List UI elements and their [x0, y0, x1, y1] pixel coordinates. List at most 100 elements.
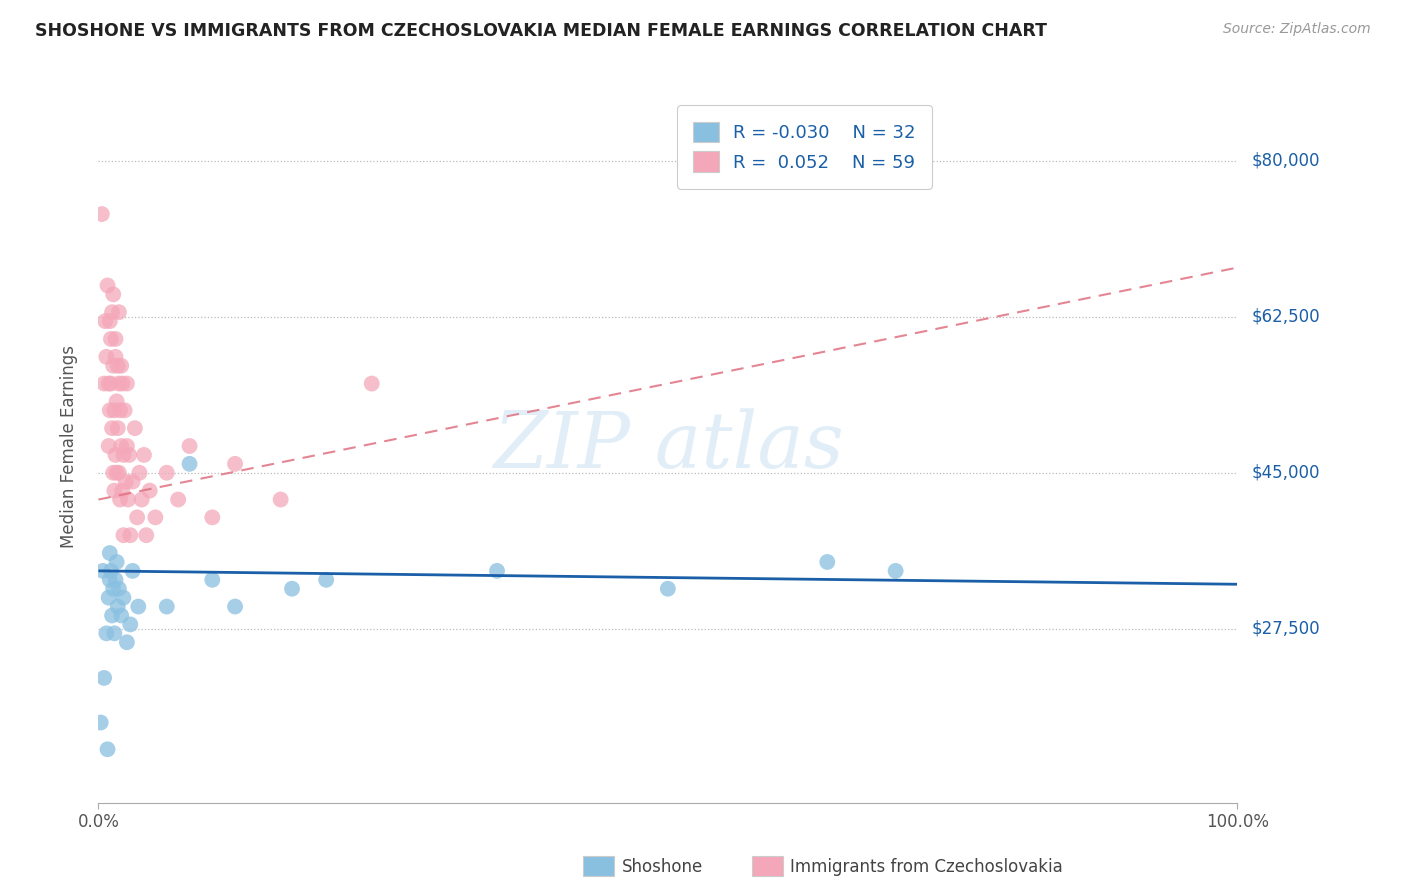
Point	[98, 314, 121, 328]
Text: Source: ZipAtlas.com: Source: ZipAtlas.com	[1223, 22, 1371, 37]
Point	[101, 421, 124, 435]
Point	[121, 564, 143, 578]
Point	[105, 394, 128, 409]
Point	[201, 510, 224, 524]
Point	[105, 555, 128, 569]
Point	[97, 376, 120, 391]
Point	[110, 359, 132, 373]
Point	[108, 466, 131, 480]
Text: ZIP atlas: ZIP atlas	[492, 408, 844, 484]
Point	[100, 376, 122, 391]
Point	[108, 403, 131, 417]
Point	[100, 332, 122, 346]
Legend: R = -0.030    N = 32, R =  0.052    N = 59: R = -0.030 N = 32, R = 0.052 N = 59	[678, 105, 932, 188]
Point	[112, 448, 135, 462]
Point	[101, 305, 124, 319]
Point	[118, 448, 141, 462]
Point	[114, 403, 136, 417]
Point	[108, 492, 131, 507]
Point	[103, 466, 125, 480]
Point	[115, 635, 138, 649]
Point	[108, 582, 131, 596]
Point	[132, 448, 155, 462]
Point	[127, 599, 149, 614]
Point	[108, 305, 131, 319]
Point	[110, 439, 132, 453]
Point	[315, 573, 337, 587]
Point	[201, 573, 224, 587]
Point	[815, 555, 838, 569]
Point	[135, 528, 157, 542]
Point	[145, 510, 167, 524]
Point	[107, 599, 129, 614]
Point	[93, 671, 115, 685]
Point	[657, 582, 679, 596]
Point	[93, 376, 115, 391]
Text: Immigrants from Czechoslovakia: Immigrants from Czechoslovakia	[790, 858, 1063, 876]
Point	[107, 359, 129, 373]
Point	[105, 466, 128, 480]
Point	[156, 466, 179, 480]
Point	[104, 573, 127, 587]
Point	[96, 350, 118, 364]
Point	[111, 376, 134, 391]
Point	[100, 564, 122, 578]
Text: $27,500: $27,500	[1251, 620, 1320, 638]
Point	[108, 376, 131, 391]
Point	[103, 626, 125, 640]
Point	[111, 483, 134, 498]
Point	[360, 376, 382, 391]
Point	[167, 492, 190, 507]
Point	[270, 492, 292, 507]
Text: $80,000: $80,000	[1251, 152, 1320, 169]
Point	[124, 421, 146, 435]
Point	[486, 564, 509, 578]
Point	[224, 599, 246, 614]
Point	[104, 350, 127, 364]
Point	[281, 582, 304, 596]
Point	[103, 359, 125, 373]
Point	[179, 457, 201, 471]
Point	[107, 421, 129, 435]
Point	[97, 591, 120, 605]
Point	[117, 492, 139, 507]
Point	[112, 591, 135, 605]
Point	[110, 608, 132, 623]
Point	[90, 715, 112, 730]
Point	[112, 528, 135, 542]
Point	[103, 582, 125, 596]
Y-axis label: Median Female Earnings: Median Female Earnings	[59, 344, 77, 548]
Point	[128, 466, 150, 480]
Point	[90, 207, 112, 221]
Point	[96, 278, 118, 293]
Text: $62,500: $62,500	[1251, 308, 1320, 326]
Point	[115, 376, 138, 391]
Point	[114, 475, 136, 489]
Point	[138, 483, 160, 498]
Point	[103, 403, 125, 417]
Point	[98, 546, 121, 560]
Point	[156, 599, 179, 614]
Point	[103, 483, 125, 498]
Point	[224, 457, 246, 471]
Point	[115, 439, 138, 453]
Text: Shoshone: Shoshone	[621, 858, 703, 876]
Point	[104, 448, 127, 462]
Point	[91, 564, 114, 578]
Point	[884, 564, 907, 578]
Point	[121, 475, 143, 489]
Point	[98, 573, 121, 587]
Point	[94, 314, 117, 328]
Point	[97, 439, 120, 453]
Point	[96, 626, 118, 640]
Point	[98, 403, 121, 417]
Point	[127, 510, 149, 524]
Point	[96, 742, 118, 756]
Point	[131, 492, 153, 507]
Point	[120, 617, 142, 632]
Text: $45,000: $45,000	[1251, 464, 1320, 482]
Point	[103, 287, 125, 301]
Point	[104, 332, 127, 346]
Point	[101, 608, 124, 623]
Text: SHOSHONE VS IMMIGRANTS FROM CZECHOSLOVAKIA MEDIAN FEMALE EARNINGS CORRELATION CH: SHOSHONE VS IMMIGRANTS FROM CZECHOSLOVAK…	[35, 22, 1047, 40]
